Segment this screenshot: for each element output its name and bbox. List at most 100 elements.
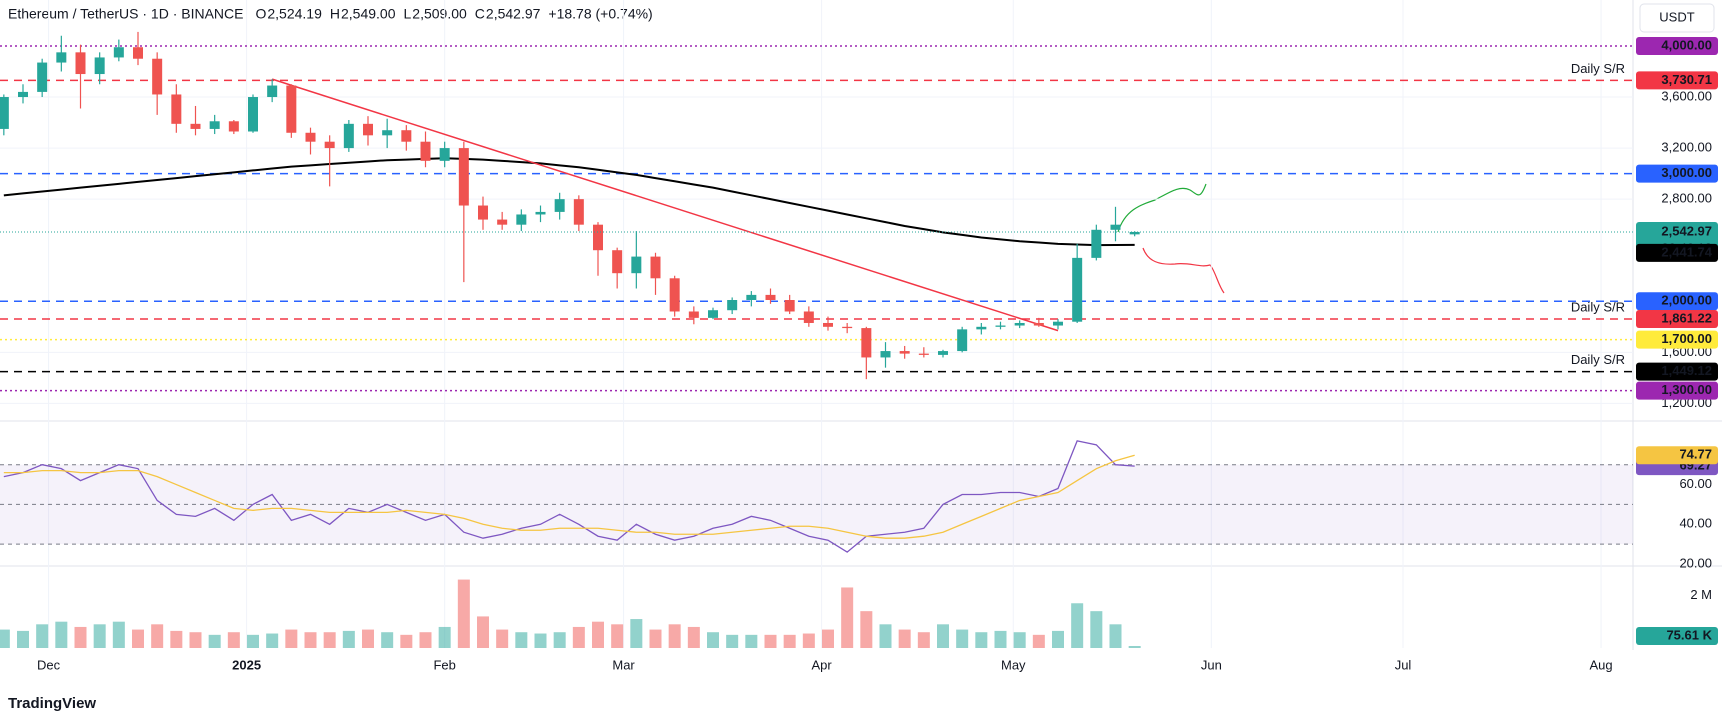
candle-body (458, 148, 469, 206)
volume-bar (247, 634, 259, 648)
x-tick-label: Jun (1201, 657, 1222, 672)
x-tick-label: Jul (1395, 657, 1412, 672)
candle-body (363, 123, 373, 136)
x-tick-label: Feb (433, 657, 455, 672)
candle-body (478, 205, 488, 220)
header: Ethereum / TetherUS · 1D · BINANCE O 2,52… (8, 6, 653, 22)
volume-bar (0, 629, 10, 648)
volume-bar (496, 629, 509, 648)
candle-body (305, 132, 316, 142)
currency[interactable]: USDT (1659, 9, 1694, 24)
volume-bar (515, 632, 528, 648)
candle-body (669, 278, 680, 312)
ohlc-value: 2,549.00 (341, 6, 396, 22)
y-tick-label: 2,800.00 (1661, 191, 1712, 206)
ohlc-key: H (330, 6, 340, 22)
candle-body (823, 322, 833, 327)
level-label: 2,000.00 (1661, 293, 1712, 308)
candle-body (1091, 229, 1102, 258)
x-tick-label: Apr (811, 657, 832, 672)
candle-body (209, 121, 220, 129)
volume-bar (208, 634, 221, 648)
candle-body (1110, 224, 1121, 230)
volume-bar (1052, 630, 1064, 648)
candle-body (248, 97, 258, 132)
level-label-bg (1636, 330, 1718, 349)
volume-bar (822, 629, 834, 648)
volume-bar (994, 630, 1007, 648)
volume-bar (841, 587, 854, 648)
volume-bar (55, 621, 68, 648)
candle-body (497, 219, 508, 225)
volume-bar (1071, 603, 1084, 648)
candle-body (94, 57, 105, 75)
candle-body (554, 199, 565, 212)
candle-body (152, 58, 163, 95)
candle-body (439, 148, 450, 161)
ohlc-value: 2,509.00 (412, 6, 467, 22)
candle-body (880, 351, 891, 358)
volume-bar (611, 624, 624, 648)
candle-body (1129, 231, 1140, 235)
sma-badge: 2,441.74 (1661, 244, 1712, 259)
candle-body (765, 294, 776, 300)
candle-body (708, 310, 718, 318)
level-label-bg (1636, 362, 1718, 381)
candle-body (343, 123, 354, 149)
x-tick-label: Dec (37, 657, 61, 672)
level-label-bg (1636, 381, 1718, 400)
x-tick-label: May (1001, 657, 1026, 672)
y-tick-label: 60.00 (1679, 476, 1712, 491)
volume-bar (1090, 611, 1103, 648)
level-note: Daily S/R (1571, 352, 1625, 367)
volume-bar (764, 634, 777, 648)
level-label: 1,861.22 (1661, 310, 1712, 325)
volume-value-label: 75.61 K (1666, 627, 1712, 642)
level-label-bg (1636, 309, 1718, 328)
volume-bar (745, 634, 758, 648)
volume-bar (668, 624, 681, 648)
candle-body (593, 224, 603, 251)
ohlc-key: O (255, 6, 266, 22)
level-label: 4,000.00 (1661, 37, 1712, 52)
volume-bar (342, 630, 355, 648)
trendline (271, 78, 1059, 332)
sma-line (3, 157, 1135, 247)
level-label-bg (1636, 36, 1718, 55)
volume-bar (362, 629, 374, 648)
volume-bar (285, 629, 298, 648)
volume-bar (783, 634, 796, 648)
volume-bar (707, 632, 719, 648)
volume-bar (898, 629, 911, 648)
candle-body (573, 199, 584, 225)
candle-body (727, 300, 738, 311)
currency-box[interactable] (1639, 3, 1715, 33)
volume-bar (649, 629, 662, 648)
candle-body (995, 325, 1006, 327)
volume-bar (419, 632, 432, 648)
candle-body (861, 328, 872, 358)
candle-body (516, 214, 527, 225)
volume-bar (975, 632, 988, 648)
candle-body (37, 62, 48, 92)
candle-body (535, 211, 546, 215)
volume-bar (438, 626, 451, 648)
volume-bar (630, 619, 643, 648)
volume-value-label-bg (1636, 627, 1718, 646)
candle-body (324, 141, 335, 149)
candle-body (1033, 322, 1044, 326)
volume-bar (1032, 634, 1045, 648)
candle-body (746, 294, 757, 300)
x-tick-label: Aug (1589, 657, 1612, 672)
symbol: Ethereum / TetherUS · 1D · BINANCE (8, 6, 243, 22)
y-tick-label: 3,200.00 (1661, 140, 1712, 155)
candle-body (286, 85, 297, 133)
level-label: 3,730.71 (1661, 72, 1712, 87)
candle-body (56, 52, 67, 63)
candle-body (631, 256, 642, 274)
level-label-bg (1636, 71, 1718, 90)
y-tick-label: 40.00 (1679, 516, 1712, 531)
level-note: Daily S/R (1571, 299, 1625, 314)
volume-bar (227, 632, 240, 648)
